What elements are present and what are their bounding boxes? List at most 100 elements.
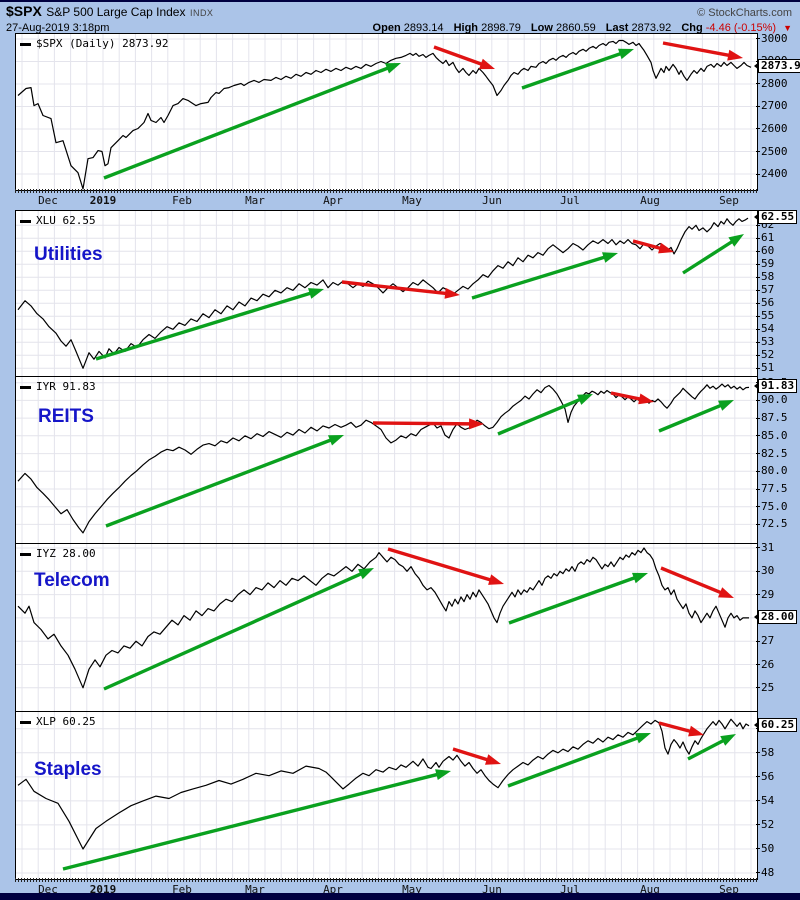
price-pointer-notch [754, 213, 759, 222]
y-axis-tick [756, 328, 760, 330]
y-axis-label: 61 [756, 231, 774, 244]
month-label: Jul [560, 194, 580, 207]
grid-horizontal [16, 224, 757, 369]
panel-legend-xlu: XLU 62.55 [20, 214, 96, 227]
y-axis-label: 75.0 [756, 500, 788, 513]
last-price-box-spx: 2873.92 [754, 59, 800, 74]
title-group: $SPX S&P 500 Large Cap Index INDX [6, 3, 213, 21]
month-label: 2019 [89, 883, 117, 896]
y-axis-label: 52 [756, 348, 774, 361]
trend-arrow-up [521, 48, 634, 90]
x-axis-strip-top: Dec 2019 Feb Mar Apr May Jun Jul Aug Sep [15, 189, 757, 210]
panel-legend-iyr: IYR 91.83 [20, 380, 96, 393]
y-axis-label: 29 [756, 588, 774, 601]
price-pointer-notch [754, 720, 759, 729]
daily-tick-marks [15, 189, 757, 193]
last-price-box-xlu: 62.55 [754, 210, 798, 225]
y-axis-tick [756, 470, 760, 472]
sector-label-iyr: REITS [38, 406, 94, 427]
y-axis-label: 2700 [756, 99, 788, 112]
y-axis-label: 80.0 [756, 464, 788, 477]
low-value: 2860.59 [555, 22, 596, 34]
trend-arrow-down [372, 418, 484, 430]
trend-arrow-up [658, 400, 734, 433]
grid-horizontal [16, 728, 757, 874]
legend-line-swatch [20, 552, 31, 556]
quote-row: 27-Aug-2019 3:18pm Open 2893.14 High 289… [0, 22, 800, 34]
y-axis-tick [756, 435, 760, 437]
x-axis-strip-bottom: Dec 2019 Feb Mar Apr May Jun Jul Aug Sep [15, 878, 757, 896]
last-price-box-xlp: 60.25 [754, 717, 798, 732]
y-axis-tick [756, 506, 760, 508]
sector-label-iyz: Telecom [34, 570, 110, 591]
last-price-box-iyr: 91.83 [754, 379, 798, 394]
last-label: Last [605, 22, 629, 34]
y-axis-tick [756, 417, 760, 419]
month-label: Sep [719, 194, 739, 207]
price-line-xlp [17, 718, 750, 850]
y-axis-tick [756, 354, 760, 356]
grid-vertical [21, 34, 752, 190]
month-label: Dec [38, 883, 58, 896]
y-axis-label: 31 [756, 541, 774, 554]
y-axis-tick [756, 263, 760, 265]
y-axis-tick [756, 38, 760, 40]
price-line-iyr [17, 383, 750, 534]
chg-value: -4.46 (-0.15%) [705, 22, 777, 34]
last-price-box-iyz: 28.00 [754, 609, 798, 624]
y-axis-tick [756, 276, 760, 278]
trend-arrow-down [662, 41, 743, 61]
legend-line-swatch [20, 385, 31, 389]
chg-label: Chg [681, 22, 703, 34]
y-axis-label: 3000 [756, 32, 788, 45]
y-axis-label: 57 [756, 283, 774, 296]
y-axis-label: 58 [756, 746, 774, 759]
y-axis-tick [756, 848, 760, 850]
y-axis-tick [756, 523, 760, 525]
legend-text: XLU 62.55 [36, 214, 96, 227]
month-label: Jun [482, 194, 502, 207]
month-label: Feb [172, 194, 192, 207]
timestamp: 27-Aug-2019 3:18pm [6, 22, 110, 34]
y-axis-label: 87.5 [756, 411, 788, 424]
y-axis-label: 54 [756, 794, 774, 807]
y-axis-tick [756, 752, 760, 754]
trend-arrow-up [62, 769, 451, 871]
trend-arrow-up [687, 734, 736, 761]
y-axis-label: 51 [756, 361, 774, 374]
daily-tick-marks [15, 878, 757, 882]
y-axis-label: 25 [756, 681, 774, 694]
grid-horizontal [16, 38, 757, 175]
trend-arrow-up [103, 568, 374, 691]
trend-arrow-up [105, 435, 344, 528]
y-axis-tick [756, 399, 760, 401]
y-axis-tick [756, 664, 760, 665]
trend-arrow-down [452, 747, 501, 765]
trend-arrow-up [95, 288, 324, 361]
title-row: $SPX S&P 500 Large Cap Index INDX © Stoc… [0, 2, 800, 21]
trend-arrow-up [103, 63, 401, 180]
top-border-bar [0, 0, 800, 2]
month-label: Dec [38, 194, 58, 207]
month-label: Aug [640, 194, 660, 207]
grid-vertical [21, 377, 752, 545]
y-axis-tick [756, 237, 760, 239]
legend-text: IYZ 28.00 [36, 547, 96, 560]
month-label: Jun [482, 883, 502, 896]
sector-label-xlp: Staples [34, 759, 102, 780]
trend-arrow-down [632, 239, 674, 254]
index-name: S&P 500 Large Cap Index [46, 5, 186, 19]
trend-arrow-up [508, 572, 648, 625]
y-axis-tick [756, 315, 760, 317]
month-label: Mar [245, 194, 265, 207]
open-label: Open [372, 22, 401, 34]
y-axis-tick [756, 776, 760, 778]
y-axis-label: 50 [756, 842, 774, 855]
price-panel-xlu [15, 210, 758, 379]
y-axis-label: 2800 [756, 77, 788, 90]
exchange-label: INDX [189, 8, 214, 18]
y-axis-label: 2400 [756, 167, 788, 180]
trend-arrow-down [341, 280, 460, 299]
price-pointer-notch [754, 612, 759, 621]
